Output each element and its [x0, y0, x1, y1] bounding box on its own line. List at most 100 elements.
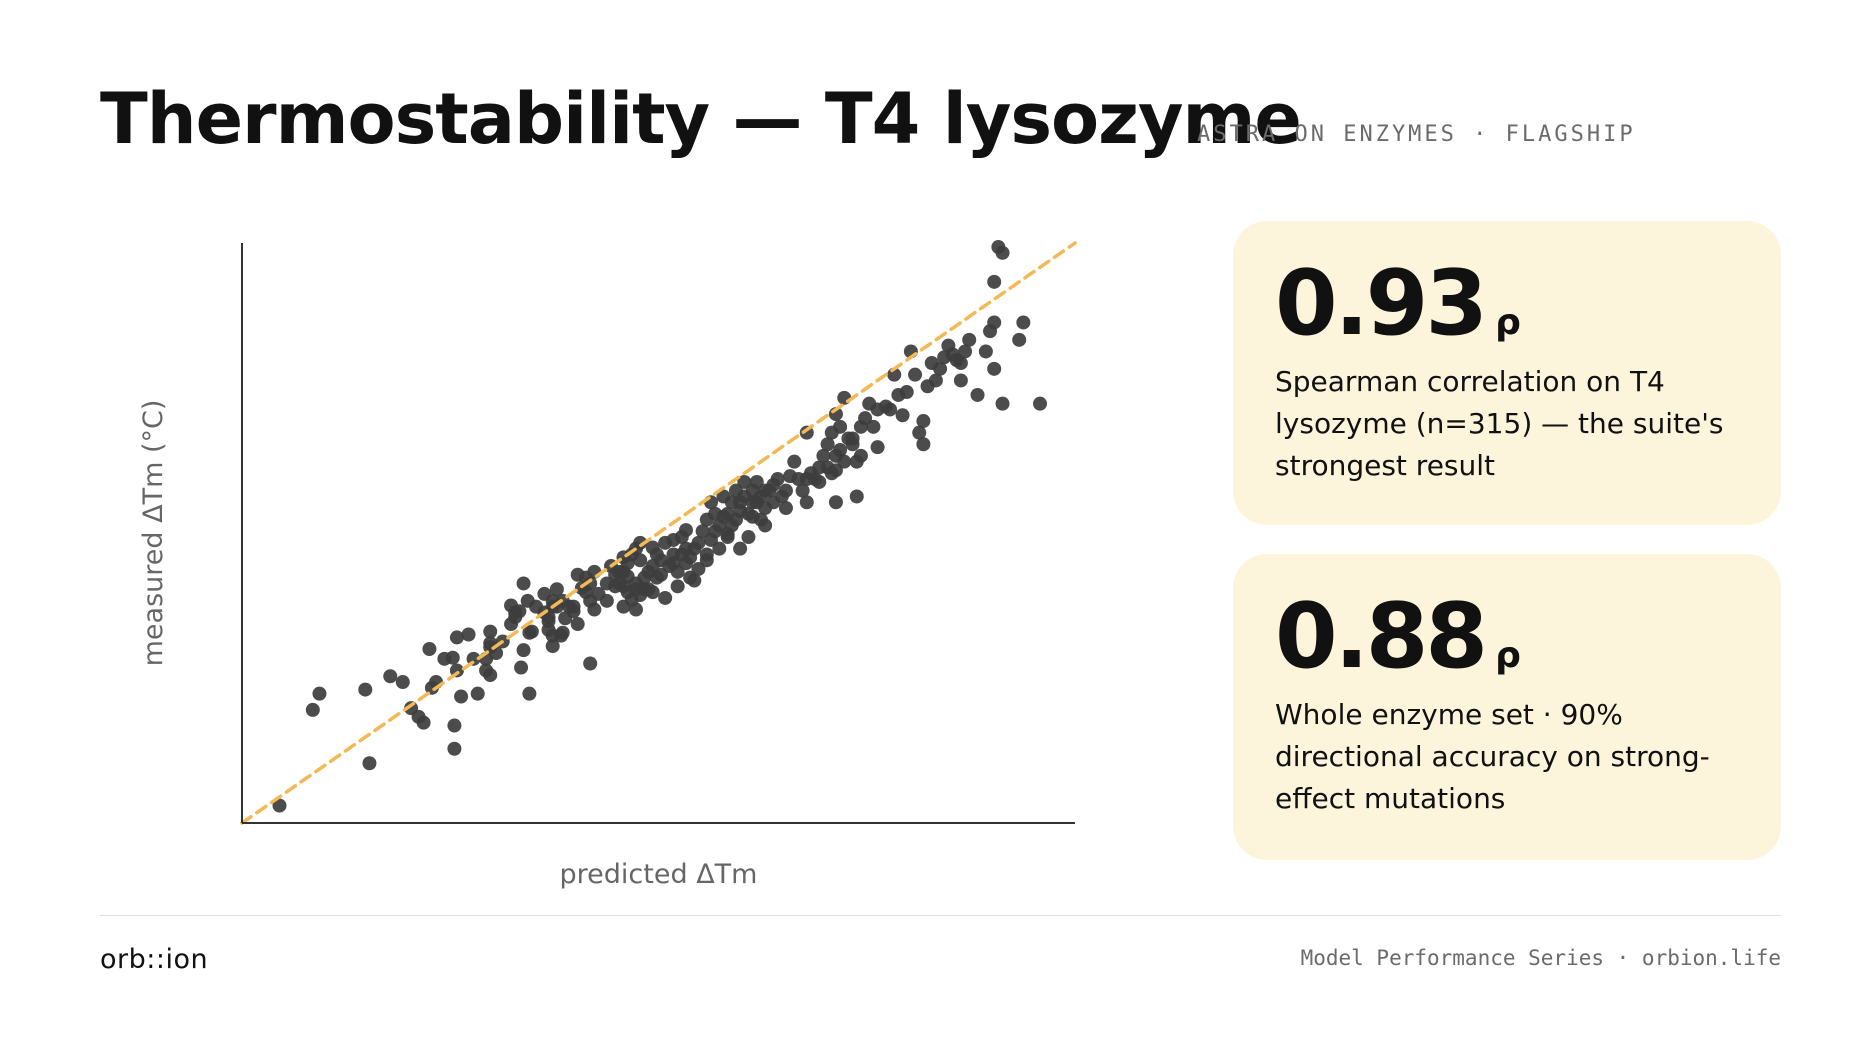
data-point [522, 686, 537, 701]
data-point [383, 669, 398, 684]
x-axis-label: predicted ΔTm [560, 859, 758, 890]
data-point [691, 561, 706, 576]
data-point [791, 472, 806, 487]
data-point [849, 489, 864, 504]
data-point [699, 553, 714, 568]
footer-divider [100, 915, 1781, 916]
page-subtitle: ASTRA ON ENZYMES · FLAGSHIP [1197, 122, 1636, 147]
data-point [1012, 332, 1027, 347]
data-point [545, 639, 560, 654]
scatter-chart: predicted ΔTm measured ΔTm (°C) [138, 240, 1077, 890]
data-point [916, 414, 931, 429]
data-point [878, 399, 893, 414]
data-point [720, 527, 735, 542]
data-point [416, 715, 431, 730]
data-point [312, 686, 327, 701]
data-point [454, 689, 469, 704]
data-point [858, 411, 873, 426]
data-point [837, 454, 852, 469]
data-point [587, 564, 602, 579]
data-point [514, 660, 529, 675]
data-point [812, 474, 827, 489]
data-point [633, 535, 648, 550]
stat-unit: ρ [1495, 302, 1521, 343]
data-point [712, 541, 727, 556]
data-point [658, 590, 673, 605]
data-point [691, 535, 706, 550]
data-point [524, 624, 539, 639]
data-point [549, 582, 564, 597]
data-point [449, 630, 464, 645]
data-point [512, 604, 527, 619]
data-point [272, 798, 287, 813]
footer-series: Model Performance Series · orbion.life [1300, 946, 1781, 970]
data-point [599, 593, 614, 608]
data-point [670, 564, 685, 579]
reference-line [240, 241, 1077, 825]
data-point [687, 573, 702, 588]
data-point [933, 361, 948, 376]
data-point [853, 448, 868, 463]
data-point [305, 702, 320, 717]
data-point [447, 718, 462, 733]
data-point [445, 650, 460, 665]
data-point [795, 483, 810, 498]
data-point [958, 344, 973, 359]
data-point [678, 523, 693, 538]
data-point [866, 419, 881, 434]
data-point [987, 274, 1002, 289]
data-point [995, 396, 1010, 411]
data-point [758, 518, 773, 533]
data-point [362, 756, 377, 771]
data-point [461, 627, 476, 642]
data-point [358, 682, 373, 697]
data-point [895, 408, 910, 423]
data-point [587, 602, 602, 617]
data-point [928, 373, 943, 388]
data-point [566, 604, 581, 619]
stat-line: 0.93 ρ [1275, 251, 1521, 356]
data-point [1033, 396, 1048, 411]
data-point [778, 501, 793, 516]
data-point [828, 463, 843, 478]
data-point [770, 472, 785, 487]
stat-card-t4: 0.93 ρ Spearman correlation on T4 lysozym… [1233, 221, 1781, 525]
stat-line: 0.88 ρ [1275, 584, 1521, 689]
data-point [820, 437, 835, 452]
data-point [778, 483, 793, 498]
y-axis-label: measured ΔTm (°C) [138, 400, 169, 667]
stat-unit: ρ [1495, 635, 1521, 676]
data-point [629, 602, 644, 617]
data-point [645, 585, 660, 600]
data-point [816, 448, 831, 463]
data-point [749, 474, 764, 489]
data-point [570, 617, 585, 632]
stat-description: Spearman correlation on T4 lysozyme (n=3… [1275, 365, 1724, 482]
data-point [516, 643, 531, 658]
data-point [447, 741, 462, 756]
data-point [833, 443, 848, 458]
data-point [470, 686, 485, 701]
data-point [695, 524, 710, 539]
data-point [845, 431, 860, 446]
data-point [741, 530, 756, 545]
data-point [395, 675, 410, 690]
data-point [483, 624, 498, 639]
points-layer [272, 240, 1048, 813]
data-point [912, 425, 927, 440]
data-point [737, 474, 752, 489]
data-point [555, 625, 570, 640]
data-point [899, 385, 914, 400]
stat-card-enzyme-set: 0.88 ρ Whole enzyme set · 90% directional… [1233, 554, 1781, 860]
data-point [670, 579, 685, 594]
data-point [583, 656, 598, 671]
data-point [962, 332, 977, 347]
data-point [953, 356, 968, 371]
data-point [837, 390, 852, 405]
data-point [620, 556, 635, 571]
data-point [1016, 315, 1031, 330]
stat-value: 0.88 [1275, 584, 1488, 689]
data-point [970, 387, 985, 402]
data-point [995, 245, 1010, 260]
data-point [745, 509, 760, 524]
